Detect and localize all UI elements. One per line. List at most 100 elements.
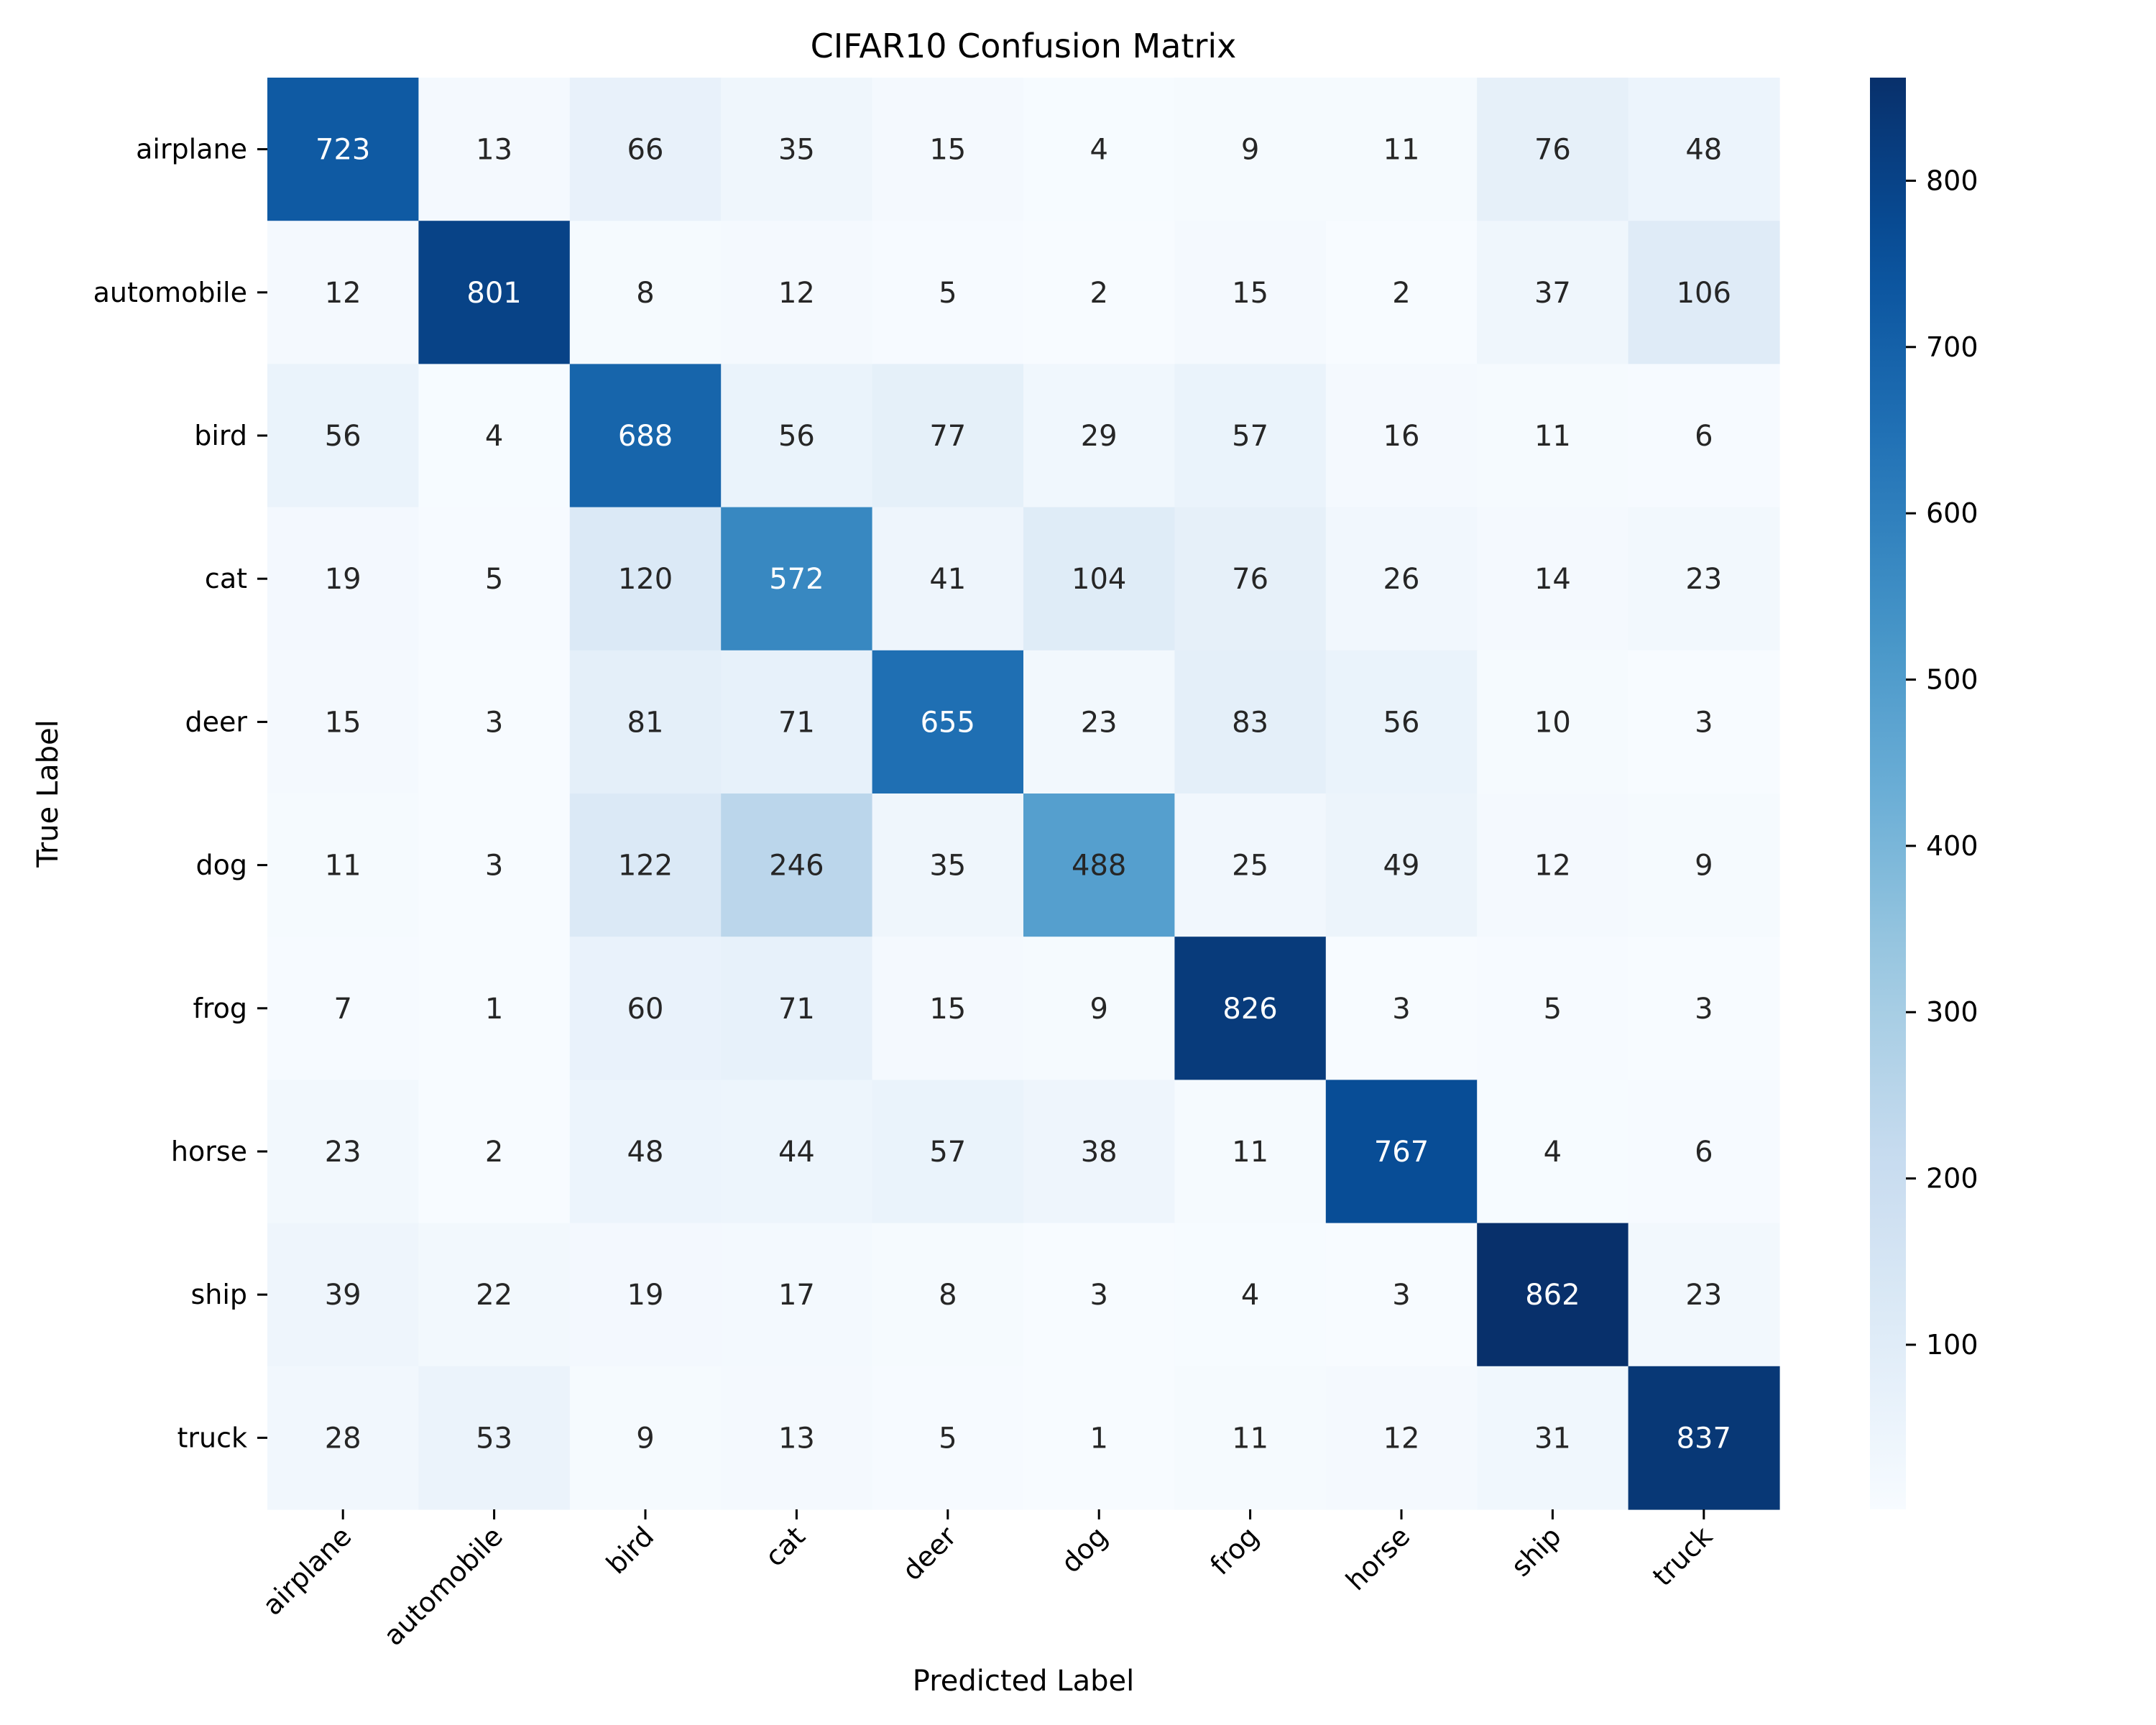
heatmap-cell-ship-deer: [872, 1223, 1024, 1367]
cell-value-label: 48: [1685, 134, 1722, 167]
cell-value-label: 56: [1383, 706, 1420, 739]
cell-value-label: 5: [1544, 993, 1562, 1026]
cell-value-label: 7: [333, 993, 351, 1026]
cell-value-label: 28: [325, 1422, 361, 1455]
cell-value-label: 801: [466, 277, 521, 310]
cell-value-label: 37: [1534, 277, 1571, 310]
cell-value-label: 11: [1232, 1136, 1268, 1169]
heatmap-cell-airplane-truck: [1628, 78, 1780, 221]
heatmap-cell-dog-dog: [1023, 794, 1175, 937]
cell-value-label: 12: [1383, 1422, 1420, 1455]
heatmap-cell-ship-bird: [569, 1223, 722, 1367]
cell-value-label: 4: [1089, 134, 1107, 167]
heatmap-cell-truck-horse: [1325, 1366, 1478, 1510]
heatmap-cell-deer-airplane: [267, 650, 419, 794]
heatmap-cell-automobile-cat: [721, 221, 873, 364]
heatmap-cell-deer-dog: [1023, 650, 1175, 794]
cell-value-label: 3: [1695, 706, 1713, 739]
heatmap-cell-ship-ship: [1477, 1223, 1629, 1367]
cell-value-label: 48: [627, 1136, 664, 1169]
cell-value-label: 31: [1534, 1422, 1571, 1455]
y-axis-ticks: airplane automobile bird cat deer dog frog hors…: [93, 134, 267, 1453]
cell-value-label: 5: [939, 1422, 957, 1455]
heatmap-cell-frog-frog: [1174, 937, 1327, 1080]
x-tick-label-ship: ship: [1505, 1520, 1567, 1583]
cell-value-label: 71: [778, 706, 815, 739]
cell-value-label: 104: [1072, 563, 1126, 596]
heatmap-cell-bird-frog: [1174, 364, 1327, 508]
heatmap-cell-airplane-automobile: [418, 78, 571, 221]
heatmap-cell-bird-dog: [1023, 364, 1175, 508]
cell-value-label: 4: [485, 420, 503, 453]
heatmap-cell-ship-horse: [1325, 1223, 1478, 1367]
heatmap-cell-airplane-frog: [1174, 78, 1327, 221]
heatmap-cell-horse-horse: [1325, 1080, 1478, 1224]
cell-value-label: 767: [1374, 1136, 1429, 1169]
cell-value-label: 23: [325, 1136, 361, 1169]
heatmap-cell-automobile-airplane: [267, 221, 419, 364]
y-tick-label-frog: frog: [193, 993, 247, 1024]
heatmap-cell-deer-bird: [569, 650, 722, 794]
cell-value-label: 56: [325, 420, 361, 453]
cell-value-label: 19: [325, 563, 361, 596]
cell-value-label: 26: [1383, 563, 1420, 596]
x-tick-label-automobile: automobile: [377, 1520, 509, 1652]
heatmap-cell-dog-frog: [1174, 794, 1327, 937]
x-tick-label-airplane: airplane: [257, 1520, 358, 1622]
cell-value-label: 246: [769, 850, 824, 883]
heatmap-cell-truck-cat: [721, 1366, 873, 1510]
cell-value-label: 15: [1232, 277, 1268, 310]
cell-value-label: 15: [325, 706, 361, 739]
cell-value-label: 12: [778, 277, 815, 310]
heatmap-cell-automobile-automobile: [418, 221, 571, 364]
heatmap-cell-bird-horse: [1325, 364, 1478, 508]
heatmap-cell-dog-deer: [872, 794, 1024, 937]
heatmap-cell-bird-truck: [1628, 364, 1780, 508]
cell-value-label: 6: [1695, 420, 1713, 453]
cell-value-label: 25: [1232, 850, 1268, 883]
heatmap-cell-horse-truck: [1628, 1080, 1780, 1224]
cell-value-label: 3: [1392, 993, 1410, 1026]
x-tick-label-bird: bird: [600, 1520, 660, 1580]
colorbar-tick-label-200: 200: [1926, 1163, 1978, 1195]
heatmap-cell-horse-frog: [1174, 1080, 1327, 1224]
cell-value-label: 38: [1081, 1136, 1118, 1169]
cell-value-label: 11: [1383, 134, 1420, 167]
x-tick-label-truck: truck: [1646, 1520, 1718, 1592]
heatmap-cell-frog-airplane: [267, 937, 419, 1080]
y-tick-label-truck: truck: [177, 1422, 247, 1453]
colorbar-tick-label-500: 500: [1926, 664, 1978, 696]
cell-value-label: 66: [627, 134, 664, 167]
heatmap-cell-airplane-dog: [1023, 78, 1175, 221]
heatmap-cell-dog-bird: [569, 794, 722, 937]
colorbar-tick-label-300: 300: [1926, 996, 1978, 1028]
chart-title: CIFAR10 Confusion Matrix: [811, 27, 1237, 65]
heatmap-cell-ship-airplane: [267, 1223, 419, 1367]
cell-value-label: 13: [476, 134, 512, 167]
cell-value-label: 16: [1383, 420, 1420, 453]
x-tick-label-dog: dog: [1055, 1520, 1114, 1579]
cell-value-label: 15: [929, 134, 966, 167]
cell-value-label: 44: [778, 1136, 815, 1169]
heatmap-cell-bird-ship: [1477, 364, 1629, 508]
y-tick-label-horse: horse: [171, 1136, 247, 1167]
heatmap-cell-horse-airplane: [267, 1080, 419, 1224]
x-tick-label-deer: deer: [896, 1520, 963, 1587]
y-tick-label-cat: cat: [205, 563, 247, 594]
cell-value-label: 3: [485, 850, 503, 883]
heatmap-cell-cat-cat: [721, 507, 873, 651]
cell-value-label: 23: [1685, 563, 1722, 596]
heatmap-cell-dog-horse: [1325, 794, 1478, 937]
cell-value-label: 11: [1232, 1422, 1268, 1455]
heatmap-cell-dog-cat: [721, 794, 873, 937]
heatmap-cell-horse-cat: [721, 1080, 873, 1224]
y-tick-label-airplane: airplane: [136, 134, 247, 165]
cell-value-label: 77: [929, 420, 966, 453]
cell-value-label: 106: [1677, 277, 1731, 310]
heatmap-cell-cat-ship: [1477, 507, 1629, 651]
heatmap-cell-frog-automobile: [418, 937, 571, 1080]
heatmap-cell-deer-ship: [1477, 650, 1629, 794]
heatmap-cell-frog-horse: [1325, 937, 1478, 1080]
heatmap-cell-cat-frog: [1174, 507, 1327, 651]
